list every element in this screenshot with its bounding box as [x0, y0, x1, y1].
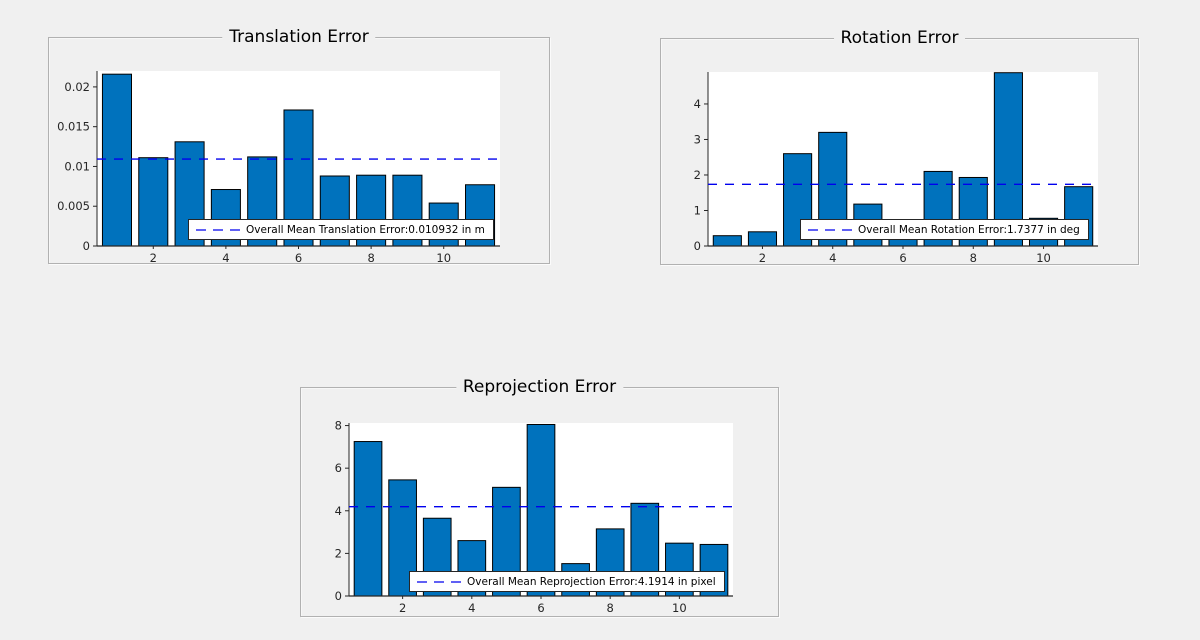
- legend-label-rotation: Overall Mean Rotation Error:1.7377 in de…: [858, 223, 1080, 236]
- legend-label-reprojection: Overall Mean Reprojection Error:4.1914 i…: [467, 575, 716, 588]
- mean-dashed-line-icon: [808, 228, 852, 231]
- panel-translation-error: Translation Error 0 0.005 0.01 0.015 0.02 2 4 6…: [48, 26, 550, 265]
- svg-text:0: 0: [83, 239, 90, 253]
- svg-text:8: 8: [607, 601, 614, 615]
- panel-rotation-error: Rotation Error 0 1 2 3 4 2 4 6 8 10 Overall Mean …: [660, 27, 1139, 265]
- svg-text:6: 6: [295, 251, 302, 263]
- svg-text:6: 6: [335, 461, 342, 475]
- svg-text:0.02: 0.02: [64, 80, 90, 94]
- legend-translation: Overall Mean Translation Error:0.010932 …: [188, 219, 494, 240]
- legend-label-translation: Overall Mean Translation Error:0.010932 …: [246, 223, 485, 236]
- svg-text:2: 2: [694, 168, 701, 182]
- svg-text:8: 8: [367, 251, 374, 263]
- panel-title-translation: Translation Error: [222, 26, 376, 48]
- svg-text:6: 6: [537, 601, 544, 615]
- svg-text:4: 4: [222, 251, 229, 263]
- svg-text:4: 4: [694, 97, 701, 111]
- svg-text:4: 4: [468, 601, 475, 615]
- mean-dashed-line-icon: [417, 580, 461, 583]
- panel-title-rotation: Rotation Error: [833, 27, 966, 49]
- svg-text:1: 1: [694, 203, 701, 217]
- legend-rotation: Overall Mean Rotation Error:1.7377 in de…: [800, 219, 1089, 240]
- svg-text:8: 8: [335, 419, 342, 433]
- svg-text:2: 2: [150, 251, 157, 263]
- svg-text:3: 3: [694, 132, 701, 146]
- svg-text:0.01: 0.01: [64, 159, 90, 173]
- svg-text:4: 4: [335, 504, 342, 518]
- svg-text:0: 0: [694, 239, 701, 253]
- panel-title-reprojection: Reprojection Error: [455, 376, 624, 398]
- svg-text:4: 4: [829, 251, 836, 264]
- panel-reprojection-error: Reprojection Error 0 2 4 6 8 2 4 6 8 10 Overall M…: [300, 376, 779, 617]
- svg-text:0.005: 0.005: [57, 199, 90, 213]
- svg-text:2: 2: [759, 251, 766, 264]
- svg-text:2: 2: [335, 546, 342, 560]
- svg-text:0: 0: [335, 589, 342, 603]
- svg-text:6: 6: [899, 251, 906, 264]
- svg-text:10: 10: [672, 601, 687, 615]
- mean-dashed-line-icon: [196, 228, 240, 231]
- svg-text:2: 2: [399, 601, 406, 615]
- svg-text:10: 10: [1036, 251, 1051, 264]
- svg-text:8: 8: [970, 251, 977, 264]
- svg-text:10: 10: [436, 251, 451, 263]
- legend-reprojection: Overall Mean Reprojection Error:4.1914 i…: [409, 571, 725, 592]
- translation-error-bar-chart: 0 0.005 0.01 0.015 0.02 2 4 6 8 10: [49, 38, 549, 265]
- svg-text:0.015: 0.015: [57, 120, 90, 134]
